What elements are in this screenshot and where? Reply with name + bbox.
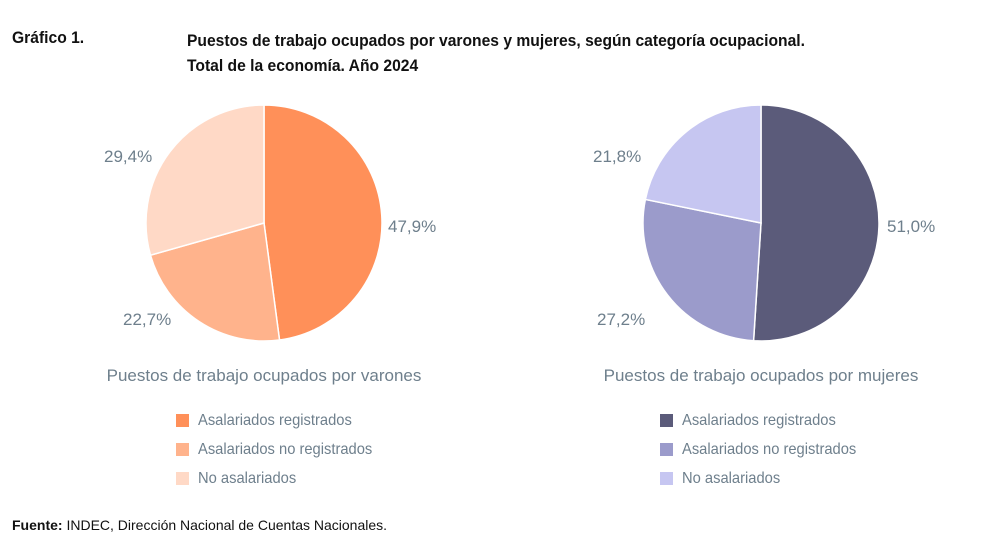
- legend-swatch: [660, 414, 673, 427]
- chart-title: Puestos de trabajo ocupados por varones …: [187, 28, 805, 78]
- figure-label: Gráfico 1.: [12, 28, 85, 47]
- legend-swatch: [176, 443, 189, 456]
- pie-slice-mujeres-3: [644, 104, 762, 224]
- pie-title-varones: Puestos de trabajo ocupados por varones: [106, 366, 422, 385]
- pie-data-label-mujeres-2: 27,2%: [597, 310, 645, 329]
- pie-data-label-varones-1: 47,9%: [388, 217, 436, 236]
- legend-item: Asalariados registrados: [660, 406, 871, 435]
- chart-title-line-2: Total de la economía. Año 2024: [187, 56, 419, 75]
- legend-label: Asalariados registrados: [198, 411, 352, 429]
- source-text: INDEC, Dirección Nacional de Cuentas Nac…: [62, 517, 388, 533]
- legend-label: Asalariados no registrados: [198, 440, 373, 458]
- legend-item: Asalariados no registrados: [660, 435, 871, 464]
- legend-label: Asalariados no registrados: [682, 440, 857, 458]
- pie-slice-varones-2: [149, 222, 281, 342]
- legend-item: No asalariados: [176, 464, 387, 493]
- pie-slice-varones-3: [145, 104, 265, 257]
- legend-swatch: [660, 472, 673, 485]
- legend-item: Asalariados registrados: [176, 406, 387, 435]
- legend-swatch: [660, 443, 673, 456]
- source-note: Fuente: INDEC, Dirección Nacional de Cue…: [12, 517, 387, 533]
- legend-label: Asalariados registrados: [682, 411, 836, 429]
- pie-data-label-mujeres-3: 21,8%: [593, 147, 641, 166]
- legend-varones: Asalariados registrados Asalariados no r…: [176, 406, 387, 493]
- pie-data-label-varones-2: 22,7%: [123, 310, 171, 329]
- legend-swatch: [176, 414, 189, 427]
- legend-label: No asalariados: [682, 469, 781, 487]
- pie-slice-mujeres-1: [752, 104, 880, 342]
- legend-swatch: [176, 472, 189, 485]
- pie-data-label-varones-3: 29,4%: [104, 147, 152, 166]
- chart-title-line-1: Puestos de trabajo ocupados por varones …: [187, 31, 805, 50]
- pie-slice-varones-1: [263, 104, 383, 341]
- legend-item: No asalariados: [660, 464, 871, 493]
- pie-slice-mujeres-2: [642, 198, 762, 342]
- legend-mujeres: Asalariados registrados Asalariados no r…: [660, 406, 871, 493]
- pie-data-label-mujeres-1: 51,0%: [887, 217, 935, 236]
- pie-title-mujeres: Puestos de trabajo ocupados por mujeres: [603, 366, 919, 385]
- source-label: Fuente:: [12, 517, 63, 533]
- legend-label: No asalariados: [198, 469, 297, 487]
- legend-item: Asalariados no registrados: [176, 435, 387, 464]
